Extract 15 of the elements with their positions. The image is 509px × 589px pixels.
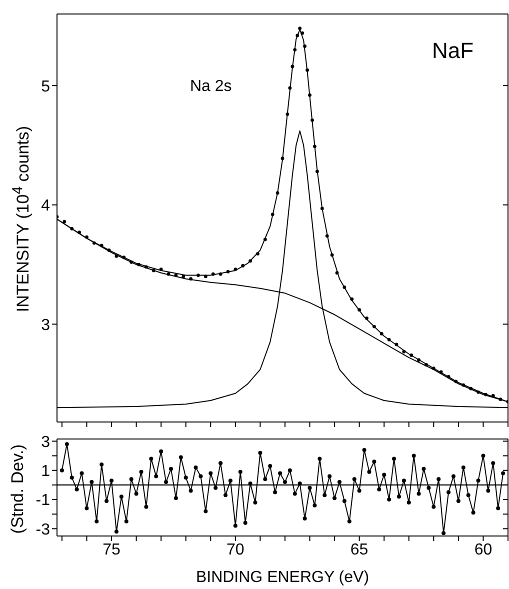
y-tick-label: 5 xyxy=(41,78,50,96)
y-tick-label: 4 xyxy=(41,198,50,215)
x-tick-label: 75 xyxy=(102,541,121,558)
y-tick-label: 3 xyxy=(41,434,50,451)
x-tick-label: 60 xyxy=(474,541,492,558)
annotation: Na 2s xyxy=(190,78,232,96)
x-tick-label: 65 xyxy=(350,541,368,558)
text: NaF xyxy=(432,38,474,64)
x-axis-title: BINDING ENERGY (eV) xyxy=(196,569,370,586)
y-tick-label: -3 xyxy=(36,521,50,538)
y-tick-label: -1 xyxy=(36,492,50,510)
y-tick-label: 3 xyxy=(41,316,50,334)
y-tick-label: 1 xyxy=(41,463,50,480)
y-axis-title: (Stnd. Dev.) xyxy=(8,444,27,534)
x-tick-label: 70 xyxy=(226,541,244,558)
